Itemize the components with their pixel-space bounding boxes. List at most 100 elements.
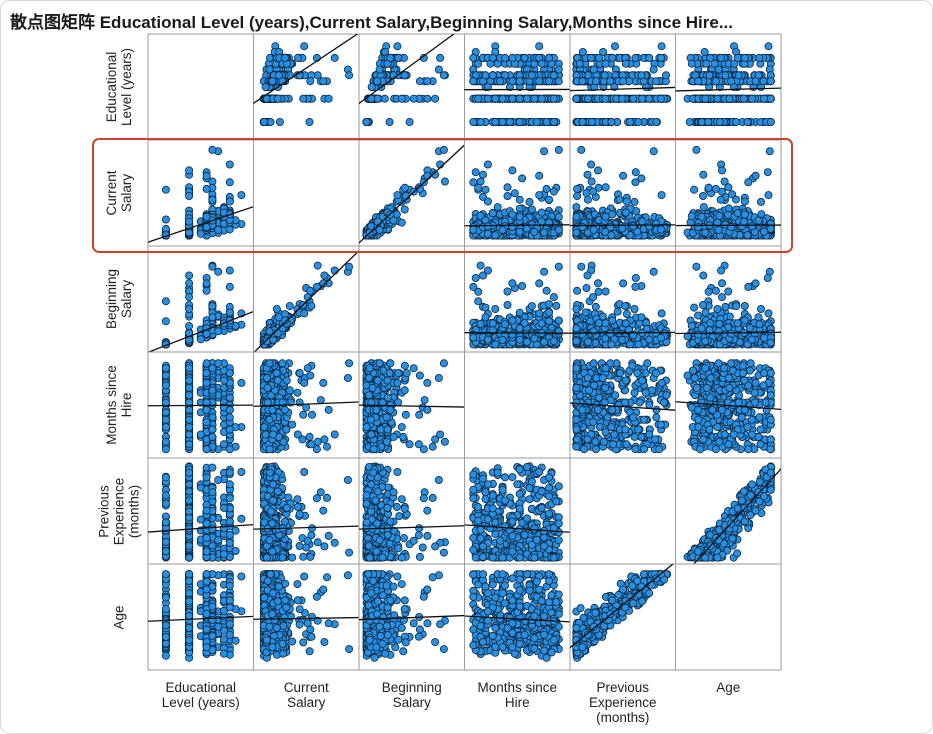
data-point [638, 94, 647, 103]
data-point [583, 94, 592, 103]
data-point [202, 171, 211, 180]
data-point [405, 118, 414, 127]
data-point [549, 187, 558, 196]
points-cur-vs-edu [148, 145, 254, 243]
data-point [542, 118, 551, 127]
data-point [542, 184, 551, 193]
fit-line [253, 34, 359, 105]
data-point [280, 53, 289, 62]
data-point [185, 166, 194, 175]
data-point [652, 118, 661, 127]
data-point [202, 223, 211, 232]
data-point [476, 118, 485, 127]
data-point [225, 197, 234, 206]
cell-edu-vs-edu [147, 33, 254, 141]
data-point [748, 94, 757, 103]
data-point [622, 197, 631, 206]
data-point [554, 225, 563, 234]
data-point [488, 53, 497, 62]
data-point [759, 77, 768, 86]
data-point [520, 53, 529, 62]
data-point [631, 53, 640, 62]
data-point [724, 183, 733, 192]
data-point [483, 229, 492, 238]
cell-cur-vs-cur [253, 139, 360, 247]
points-cur-vs-mon [464, 145, 570, 240]
data-point [608, 53, 617, 62]
data-point [766, 224, 775, 233]
data-point [715, 118, 724, 127]
data-point [525, 197, 534, 206]
data-point [760, 94, 769, 103]
data-point [393, 191, 402, 200]
data-point [694, 223, 703, 232]
data-point [434, 65, 443, 74]
data-point [393, 42, 402, 51]
data-point [299, 94, 308, 103]
data-point [481, 185, 490, 194]
data-point [589, 65, 598, 74]
data-point [545, 77, 554, 86]
data-point [476, 211, 485, 220]
data-point [185, 191, 194, 200]
data-point [474, 94, 483, 103]
data-point [751, 171, 760, 180]
data-point [478, 192, 487, 201]
data-point [740, 197, 749, 206]
data-point [508, 53, 517, 62]
data-point [330, 53, 339, 62]
data-point [706, 53, 715, 62]
data-point [274, 71, 283, 80]
data-point [720, 177, 729, 186]
data-point [537, 94, 546, 103]
data-point [373, 217, 382, 226]
data-point [573, 184, 582, 193]
data-point [727, 77, 736, 86]
data-point [530, 94, 539, 103]
data-point [373, 77, 382, 86]
data-point [185, 217, 194, 226]
data-point [440, 177, 449, 186]
data-point [423, 94, 432, 103]
data-point [214, 267, 223, 276]
data-point [523, 94, 532, 103]
data-point [645, 94, 654, 103]
data-point [714, 65, 723, 74]
points-cur-vs-beg [359, 144, 465, 244]
data-point [629, 94, 638, 103]
data-point [537, 59, 546, 68]
data-point [549, 118, 558, 127]
data-point [530, 227, 539, 236]
data-point [498, 94, 507, 103]
data-point [572, 212, 581, 221]
points-edu-vs-age [675, 42, 781, 127]
data-point [488, 209, 497, 218]
data-point [626, 118, 635, 127]
points-edu-vs-cur [253, 34, 359, 127]
data-point [481, 71, 490, 80]
data-point [469, 178, 478, 187]
data-point [306, 77, 315, 86]
data-point [469, 77, 478, 86]
data-point [701, 228, 710, 237]
data-point [611, 42, 620, 51]
data-point [656, 94, 665, 103]
data-point [515, 118, 524, 127]
data-point [540, 228, 549, 237]
data-point [606, 77, 615, 86]
data-point [587, 160, 596, 169]
data-point [754, 216, 763, 225]
data-point [592, 77, 601, 86]
data-point [508, 94, 517, 103]
data-point [657, 191, 666, 200]
data-point [732, 118, 741, 127]
data-point [704, 118, 713, 127]
data-point [508, 166, 517, 175]
data-point [474, 59, 483, 68]
data-point [491, 118, 500, 127]
data-point [214, 225, 223, 234]
points-edu-vs-exp [570, 42, 676, 127]
data-point [601, 94, 610, 103]
data-point [765, 147, 774, 156]
data-point [375, 65, 384, 74]
